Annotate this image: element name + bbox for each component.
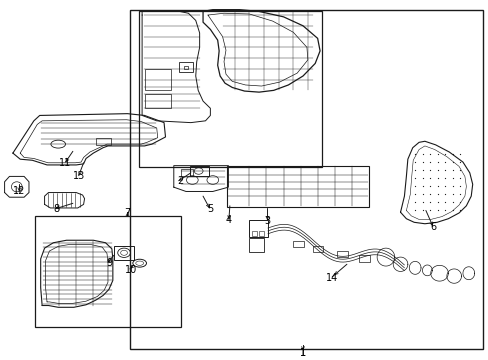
- Text: 5: 5: [207, 204, 213, 214]
- Bar: [293, 241, 304, 247]
- Text: 2: 2: [177, 176, 183, 186]
- Text: 3: 3: [264, 216, 270, 226]
- Text: 14: 14: [325, 273, 338, 283]
- Text: 6: 6: [430, 222, 436, 231]
- Bar: [249, 238, 264, 252]
- Text: 8: 8: [54, 204, 60, 215]
- Bar: [312, 246, 323, 252]
- Bar: [227, 166, 368, 207]
- Bar: [336, 251, 347, 257]
- Text: 10: 10: [125, 265, 137, 275]
- Bar: [114, 246, 134, 260]
- Bar: [183, 66, 188, 69]
- Bar: [178, 62, 193, 72]
- Bar: [189, 166, 209, 176]
- Bar: [35, 216, 181, 327]
- Bar: [96, 138, 111, 145]
- Text: 1: 1: [299, 348, 305, 358]
- Bar: [181, 169, 193, 176]
- Text: 13: 13: [72, 171, 84, 181]
- Text: 11: 11: [60, 158, 72, 168]
- Bar: [130, 10, 483, 348]
- Bar: [259, 231, 264, 235]
- Text: 1: 1: [299, 348, 305, 358]
- Text: 9: 9: [106, 258, 112, 268]
- Text: 7: 7: [124, 208, 130, 218]
- Bar: [144, 94, 171, 108]
- Bar: [251, 231, 256, 235]
- Text: 4: 4: [225, 215, 231, 225]
- Bar: [144, 69, 171, 90]
- Bar: [249, 220, 267, 237]
- Bar: [358, 255, 369, 262]
- Text: 12: 12: [13, 186, 25, 197]
- Bar: [139, 11, 321, 167]
